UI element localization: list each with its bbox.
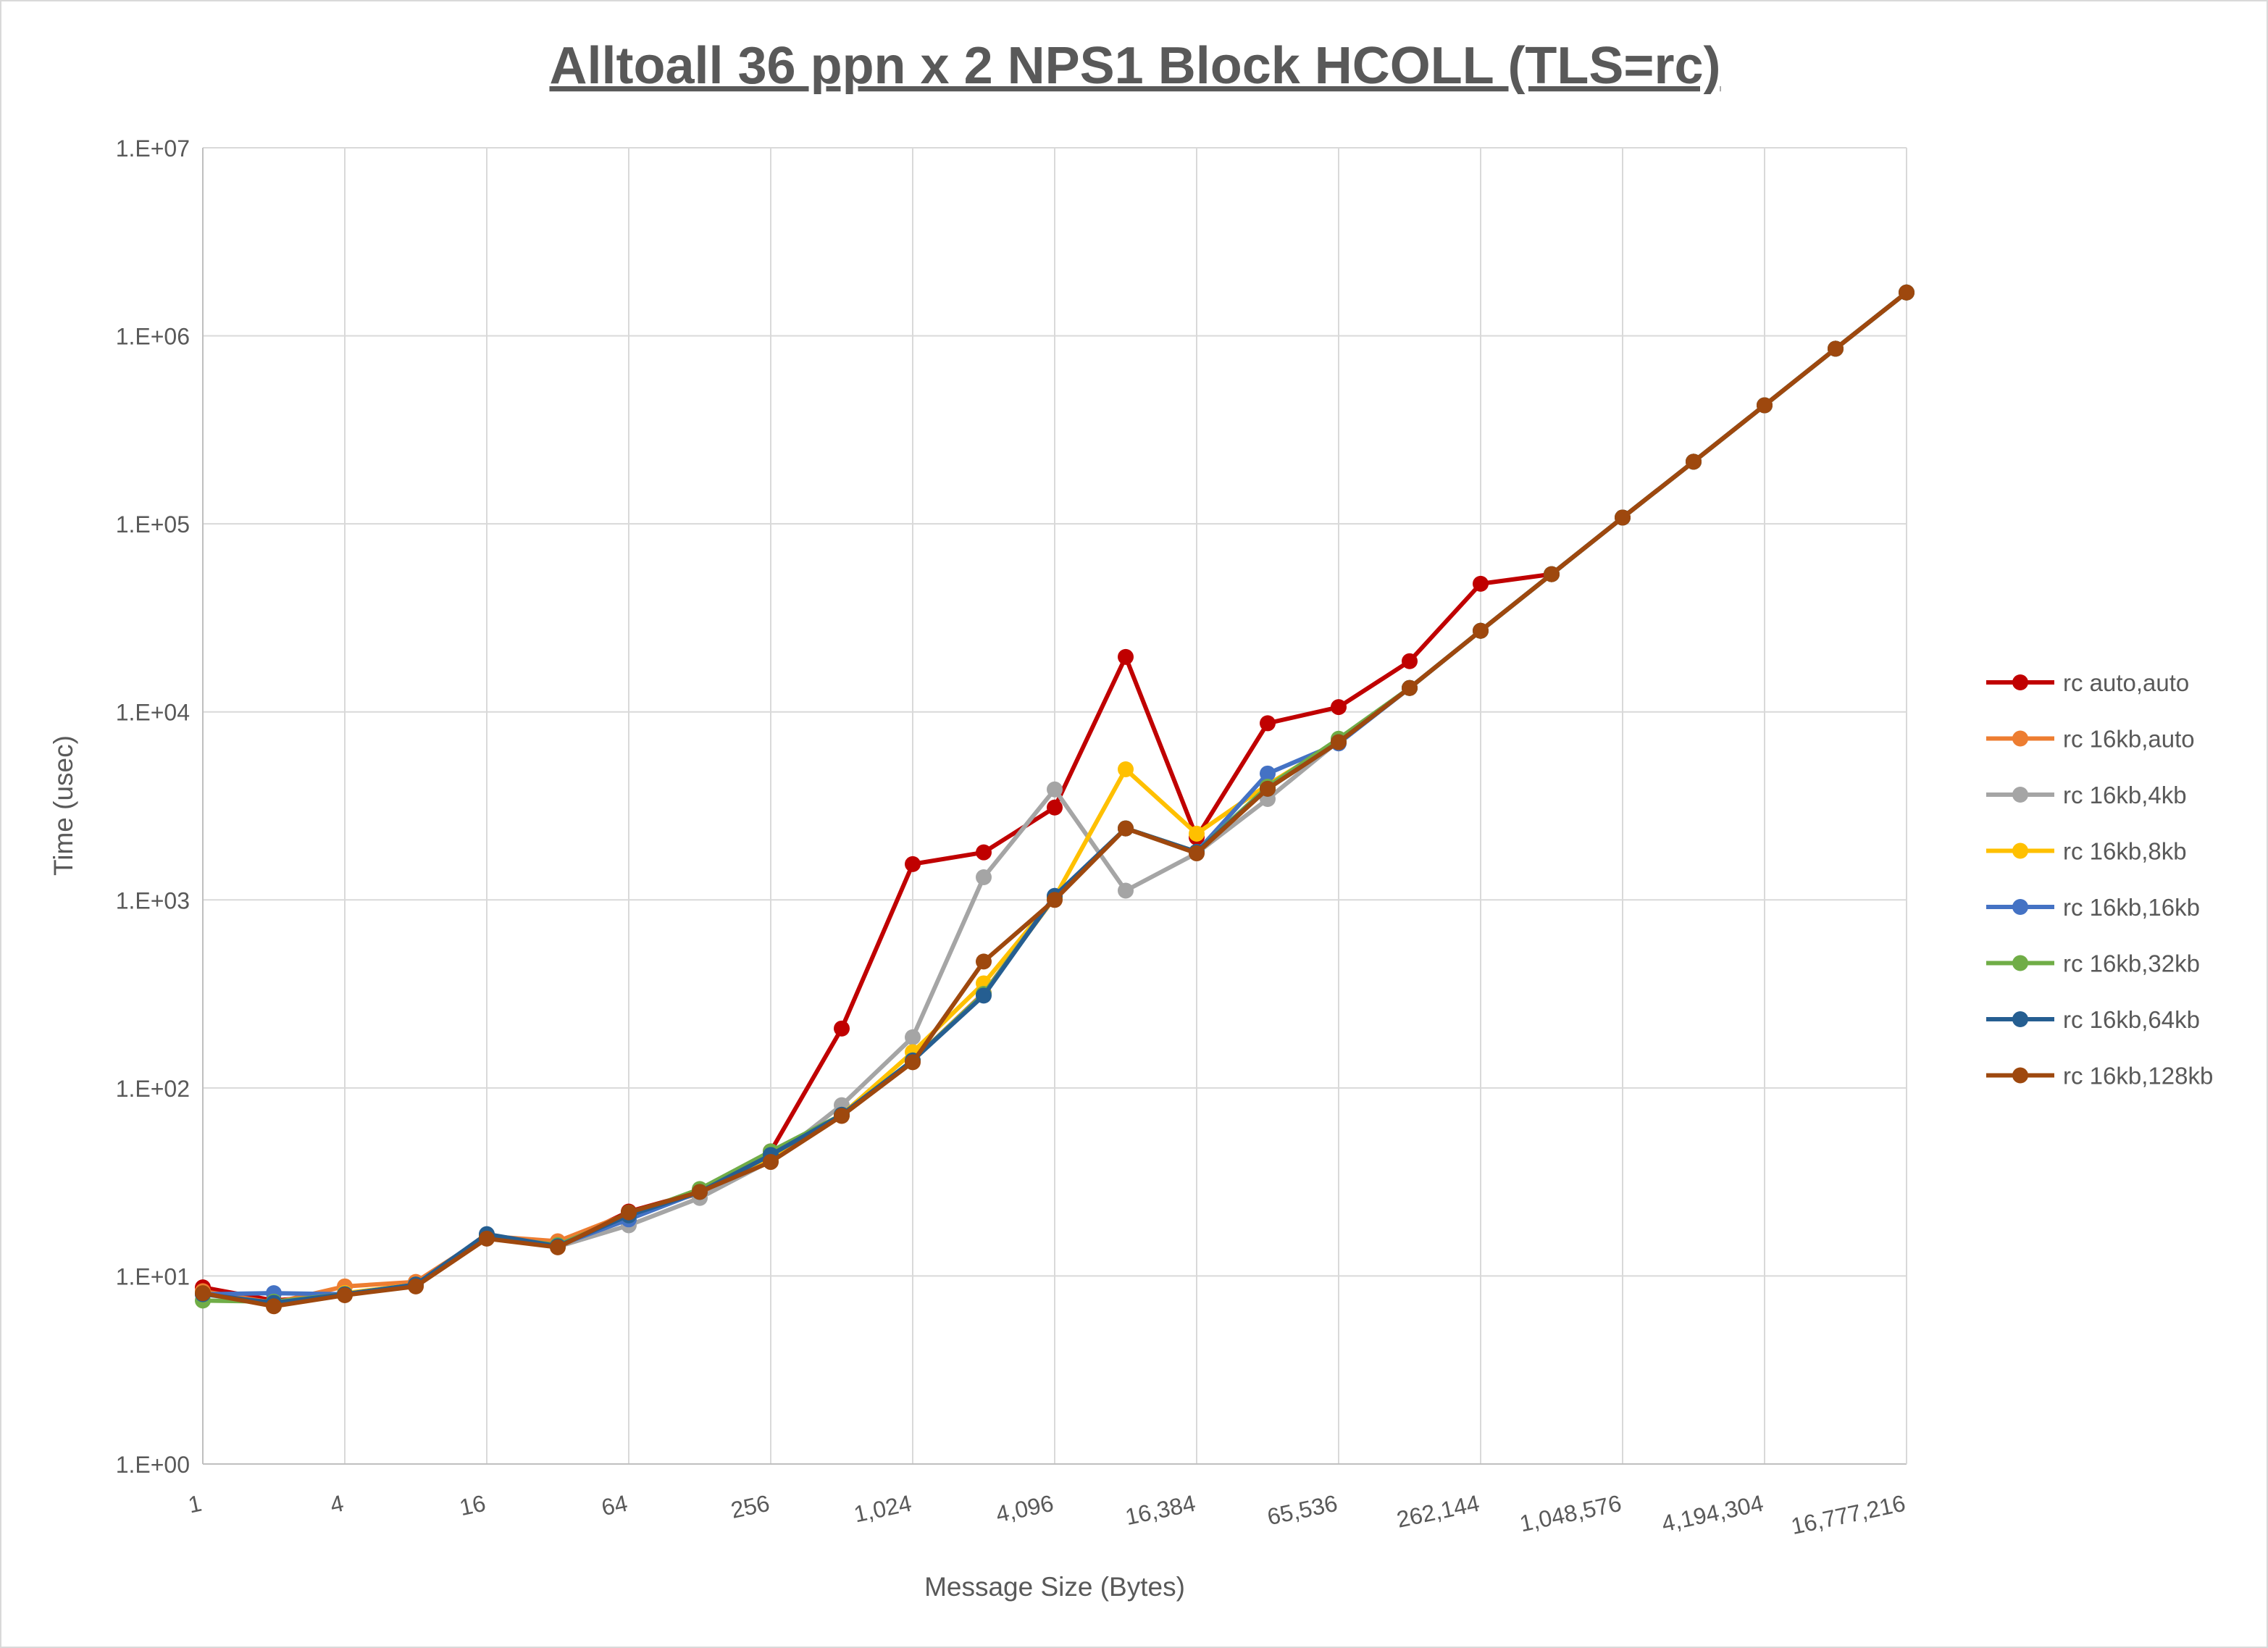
x-tick-label: 4,194,304 bbox=[1660, 1490, 1766, 1537]
data-point bbox=[692, 1184, 708, 1200]
data-point bbox=[1473, 575, 1489, 592]
y-axis-ticks: 1.E+00 1.E+01 1.E+02 1.E+03 1.E+04 1.E+05 1.E+… bbox=[116, 135, 190, 1478]
legend-item: rc 16kb,auto bbox=[1986, 726, 2195, 753]
data-point bbox=[1118, 820, 1134, 837]
legend-item: rc auto,auto bbox=[1986, 669, 2189, 696]
data-point bbox=[1331, 699, 1347, 716]
y-axis-label: Time (usec) bbox=[49, 735, 78, 876]
legend-marker bbox=[2012, 842, 2028, 859]
x-tick-label: 16,777,216 bbox=[1788, 1490, 1907, 1540]
legend: rc auto,auto rc 16kb,auto rc 16kb,4kb rc 16… bbox=[1986, 669, 2213, 1089]
data-point bbox=[1828, 340, 1844, 357]
data-point bbox=[1331, 734, 1347, 750]
data-point bbox=[1402, 679, 1418, 696]
data-point bbox=[1260, 765, 1276, 782]
legend-marker bbox=[2012, 730, 2028, 747]
y-tick-label: 1.E+05 bbox=[116, 511, 190, 538]
data-point bbox=[1260, 780, 1276, 797]
x-axis-label: Message Size (Bytes) bbox=[924, 1572, 1185, 1602]
legend-item: rc 16kb,64kb bbox=[1986, 1006, 2200, 1033]
legend-marker bbox=[2012, 899, 2028, 915]
legend-label: rc auto,auto bbox=[2063, 669, 2189, 696]
data-point bbox=[1047, 781, 1063, 798]
data-point bbox=[408, 1278, 424, 1294]
data-point bbox=[621, 1204, 637, 1221]
data-point bbox=[550, 1239, 566, 1255]
data-point bbox=[266, 1298, 282, 1315]
x-tick-label: 4,096 bbox=[994, 1490, 1056, 1528]
legend-item: rc 16kb,32kb bbox=[1986, 950, 2200, 977]
data-point bbox=[1757, 397, 1773, 414]
x-tick-label: 65,536 bbox=[1265, 1490, 1339, 1531]
legend-marker bbox=[2012, 674, 2028, 690]
y-tick-label: 1.E+04 bbox=[116, 700, 190, 726]
data-point bbox=[1118, 882, 1134, 899]
x-tick-label: 1,048,576 bbox=[1518, 1490, 1624, 1537]
data-point bbox=[905, 1054, 921, 1071]
series-rc-16kb-128kb bbox=[195, 284, 1915, 1315]
legend-marker bbox=[2012, 955, 2028, 971]
data-point bbox=[1118, 761, 1134, 777]
y-tick-label: 1.E+06 bbox=[116, 324, 190, 350]
chart-title: Alltoall 36 ppn x 2 NPS1 Block HCOLL (TL… bbox=[549, 37, 1720, 95]
data-point bbox=[1544, 566, 1560, 582]
x-tick-label: 16,384 bbox=[1123, 1490, 1197, 1531]
data-point bbox=[1686, 453, 1702, 470]
legend-label: rc 16kb,16kb bbox=[2063, 894, 2200, 921]
data-point bbox=[905, 856, 921, 872]
legend-label: rc 16kb,4kb bbox=[2063, 782, 2187, 808]
data-point bbox=[1189, 825, 1205, 842]
x-axis-ticks: 1 4 16 64 256 1,024 4,096 16,384 65,536 262,144 1,… bbox=[186, 1490, 1908, 1540]
legend-marker bbox=[2012, 787, 2028, 803]
x-tick-label: 4 bbox=[328, 1490, 346, 1518]
data-point bbox=[1118, 648, 1134, 665]
data-point bbox=[337, 1287, 353, 1304]
data-point bbox=[1473, 622, 1489, 639]
data-point bbox=[1615, 509, 1631, 526]
data-point bbox=[976, 844, 992, 861]
legend-item: rc 16kb,128kb bbox=[1986, 1063, 2213, 1089]
x-tick-label: 16 bbox=[457, 1490, 488, 1521]
legend-label: rc 16kb,32kb bbox=[2063, 950, 2200, 977]
data-point bbox=[479, 1230, 495, 1247]
legend-item: rc 16kb,16kb bbox=[1986, 894, 2200, 921]
x-tick-label: 64 bbox=[599, 1490, 629, 1521]
y-tick-label: 1.E+01 bbox=[116, 1263, 190, 1289]
x-tick-label: 1 bbox=[186, 1490, 204, 1518]
data-point bbox=[834, 1108, 850, 1124]
data-point bbox=[1260, 715, 1276, 732]
data-point bbox=[834, 1020, 850, 1037]
legend-item: rc 16kb,8kb bbox=[1986, 838, 2187, 865]
data-point bbox=[976, 953, 992, 970]
legend-label: rc 16kb,64kb bbox=[2063, 1006, 2200, 1033]
y-tick-label: 1.E+07 bbox=[116, 135, 190, 162]
series-lines bbox=[195, 284, 1915, 1315]
data-point bbox=[905, 1029, 921, 1045]
data-point bbox=[1899, 284, 1915, 301]
data-point bbox=[976, 869, 992, 885]
legend-label: rc 16kb,auto bbox=[2063, 726, 2195, 753]
data-point bbox=[195, 1285, 211, 1302]
x-tick-label: 256 bbox=[729, 1490, 772, 1523]
data-point bbox=[1402, 653, 1418, 669]
gridlines bbox=[202, 147, 1907, 1465]
data-point bbox=[1189, 845, 1205, 861]
x-tick-label: 262,144 bbox=[1394, 1490, 1482, 1533]
y-tick-label: 1.E+02 bbox=[116, 1076, 190, 1102]
legend-marker bbox=[2012, 1011, 2028, 1027]
legend-item: rc 16kb,4kb bbox=[1986, 782, 2187, 808]
data-point bbox=[1047, 892, 1063, 908]
x-tick-label: 1,024 bbox=[852, 1490, 914, 1528]
legend-marker bbox=[2012, 1067, 2028, 1084]
y-tick-label: 1.E+00 bbox=[116, 1452, 190, 1478]
y-tick-label: 1.E+03 bbox=[116, 887, 190, 913]
legend-label: rc 16kb,128kb bbox=[2063, 1063, 2213, 1089]
data-point bbox=[976, 987, 992, 1004]
data-point bbox=[763, 1154, 779, 1171]
legend-label: rc 16kb,8kb bbox=[2063, 838, 2187, 865]
data-point bbox=[1047, 799, 1063, 816]
